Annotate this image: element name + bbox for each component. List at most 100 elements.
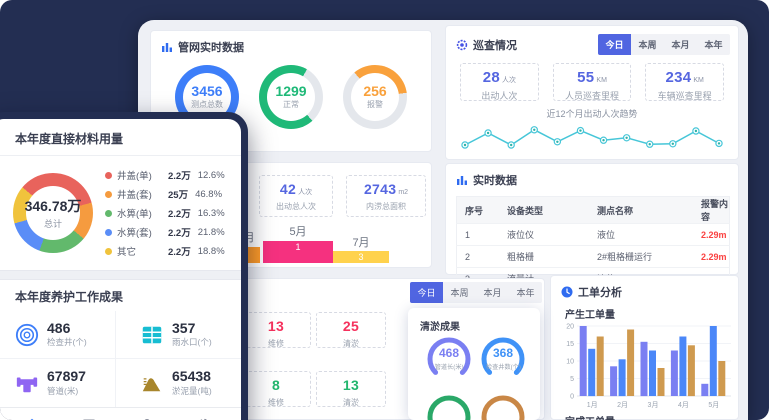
cell-alarm: 2.29m [693, 245, 730, 268]
legend-dot [105, 247, 112, 255]
stat-value: 25 [342, 318, 360, 334]
legend-item: 其它 2.2万 18.8% [105, 244, 225, 258]
stat-box-dispatch-total: 42 人次 出动总人次 [259, 175, 333, 217]
achievement-value: 486 [47, 320, 71, 336]
stat-value: 2743 [363, 181, 397, 197]
messages-icon[interactable] [80, 416, 98, 420]
donut-label: 正常 [283, 100, 299, 110]
bar-chart-icon [162, 43, 172, 52]
material-donut-section: 346.78万 总计 井盖(单) 2.2万 12.6% 井盖(套) 25万 46.8% … [0, 156, 241, 270]
legend-dot [105, 190, 112, 198]
svg-text:0: 0 [570, 394, 574, 401]
tab-month[interactable]: 本月 [483, 288, 502, 298]
legend-dot [105, 171, 112, 179]
cell-index: 1 [456, 223, 499, 246]
stat-box-dredge-red: 25 清淤 [316, 312, 386, 348]
stat-box-repair-red: 13 维修 [241, 312, 311, 348]
stat-box-vehicle-km: 234 KM 车辆巡查里程 [645, 63, 725, 101]
col-header: 测点名称 [589, 196, 693, 224]
achievement-pipes: 67897 管道(米) [0, 358, 116, 407]
tab-week[interactable]: 本周 [638, 40, 657, 50]
gauge-well-count: 368 检查井数(个) [476, 332, 530, 386]
legend-item: 井盖(单) 2.2万 12.6% [105, 168, 225, 182]
card-realtime-table: 实时数据 序号 设备类型 测点名称 报警内容 1 液位仪 液位 2.29m [445, 163, 739, 290]
gauge-label: 管道长(米) [434, 364, 464, 371]
stat-label: 维修 [268, 339, 284, 348]
stat-value: 42 [279, 181, 297, 197]
legend-value: 2.2万 [168, 209, 191, 220]
col-header: 报警内容 [693, 196, 730, 224]
chart1-title: 产生工单量 [565, 310, 615, 321]
achievement-label: 雨水口(个) [172, 337, 212, 348]
svg-text:2月: 2月 [617, 401, 628, 409]
bottom-nav [0, 406, 241, 420]
legend-name: 水箅(单) [117, 209, 152, 220]
gauge-value: 468 [438, 346, 460, 360]
table-header-row: 序号 设备类型 测点名称 报警内容 [456, 196, 730, 224]
tab-week[interactable]: 本周 [450, 288, 469, 298]
svg-text:5月: 5月 [708, 401, 719, 409]
achievement-rain-inlets: 357 雨水口(个) [116, 311, 241, 358]
silt-mound-icon [142, 378, 161, 392]
stat-box-dispatch-count: 28 人次 出动人次 [460, 63, 539, 101]
material-legend: 井盖(单) 2.2万 12.6% 井盖(套) 25万 46.8% 水箅(单) 2.2万 16… [105, 168, 225, 258]
achievement-value: 357 [172, 320, 196, 336]
settings-gear-icon[interactable] [195, 416, 213, 420]
stat-label: 人员巡查里程 [565, 91, 620, 101]
legend-item: 水箅(套) 2.2万 21.8% [105, 225, 225, 239]
legend-pct: 16.3% [197, 207, 225, 219]
rank-number: 3 [358, 252, 364, 262]
achievement-label: 管道(米) [47, 385, 79, 396]
cell-index: 2 [456, 245, 499, 268]
legend-name: 井盖(单) [117, 171, 152, 182]
tab-year[interactable]: 本年 [704, 40, 723, 50]
legend-item: 水箅(单) 2.2万 16.3% [105, 206, 225, 220]
workorder-bar-chart: 0 5 10 15 20 1月 2月 3月 4月 5月 [566, 324, 731, 409]
home-icon[interactable] [23, 416, 41, 420]
rank-number: 1 [295, 242, 301, 252]
tab-today[interactable]: 今日 [598, 34, 631, 55]
svg-text:10: 10 [566, 359, 574, 366]
gauge-clipped-tan [476, 390, 530, 420]
stat-label: 清淤 [343, 339, 359, 348]
svg-text:4月: 4月 [678, 401, 689, 409]
trend-chart-title: 近12个月出动人次趋势 [546, 109, 638, 119]
tab-year[interactable]: 本年 [516, 288, 535, 298]
rank-bar-1: 1 [263, 241, 333, 263]
profile-icon[interactable] [138, 416, 156, 420]
cell-device: 液位仪 [499, 223, 589, 246]
cell-point: 液位 [589, 223, 693, 246]
svg-text:20: 20 [566, 324, 574, 331]
stat-unit: m2 [398, 189, 409, 196]
card-title-text: 实时数据 [473, 175, 517, 187]
stat-box-dredge-green: 13 清淤 [316, 371, 386, 407]
stat-box-person-km: 55 KM 人员巡查里程 [552, 63, 632, 101]
legend-pct: 21.8% [197, 226, 225, 238]
stat-unit: 人次 [298, 189, 313, 196]
stat-label: 出动总人次 [276, 202, 316, 211]
stat-box-flood-area: 2743 m2 内涝总面积 [346, 175, 426, 217]
gauge-value: 368 [492, 346, 514, 360]
rank-bar-3: 3 [333, 251, 389, 263]
card-patrol-header: 巡查情况 今日 本周 本月 本年 [446, 26, 738, 59]
chart2-title: 完成工单量 [551, 411, 738, 420]
stat-value: 28 [482, 69, 500, 86]
legend-dot [105, 228, 112, 236]
legend-item: 井盖(套) 25万 46.8% [105, 187, 225, 201]
donut-value: 3456 [191, 82, 223, 99]
stat-label: 清淤 [343, 398, 359, 407]
tab-month[interactable]: 本月 [671, 40, 690, 50]
stat-box-repair-green: 8 维修 [241, 371, 311, 407]
achievements-title: 本年度养护工作成果 [15, 290, 124, 304]
grate-icon [142, 326, 162, 343]
card-pipe-realtime-title: 管网实时数据 [151, 31, 431, 59]
manhole-icon [15, 323, 39, 346]
tab-today[interactable]: 今日 [410, 282, 443, 303]
donut-label: 测点总数 [191, 100, 223, 110]
section-divider [0, 270, 241, 280]
material-usage-title: 本年度直接材料用量 [0, 119, 241, 156]
legend-value: 2.2万 [168, 247, 191, 258]
achievement-label: 淤泥量(吨) [172, 385, 212, 396]
stat-label: 内涝总面积 [366, 202, 406, 211]
